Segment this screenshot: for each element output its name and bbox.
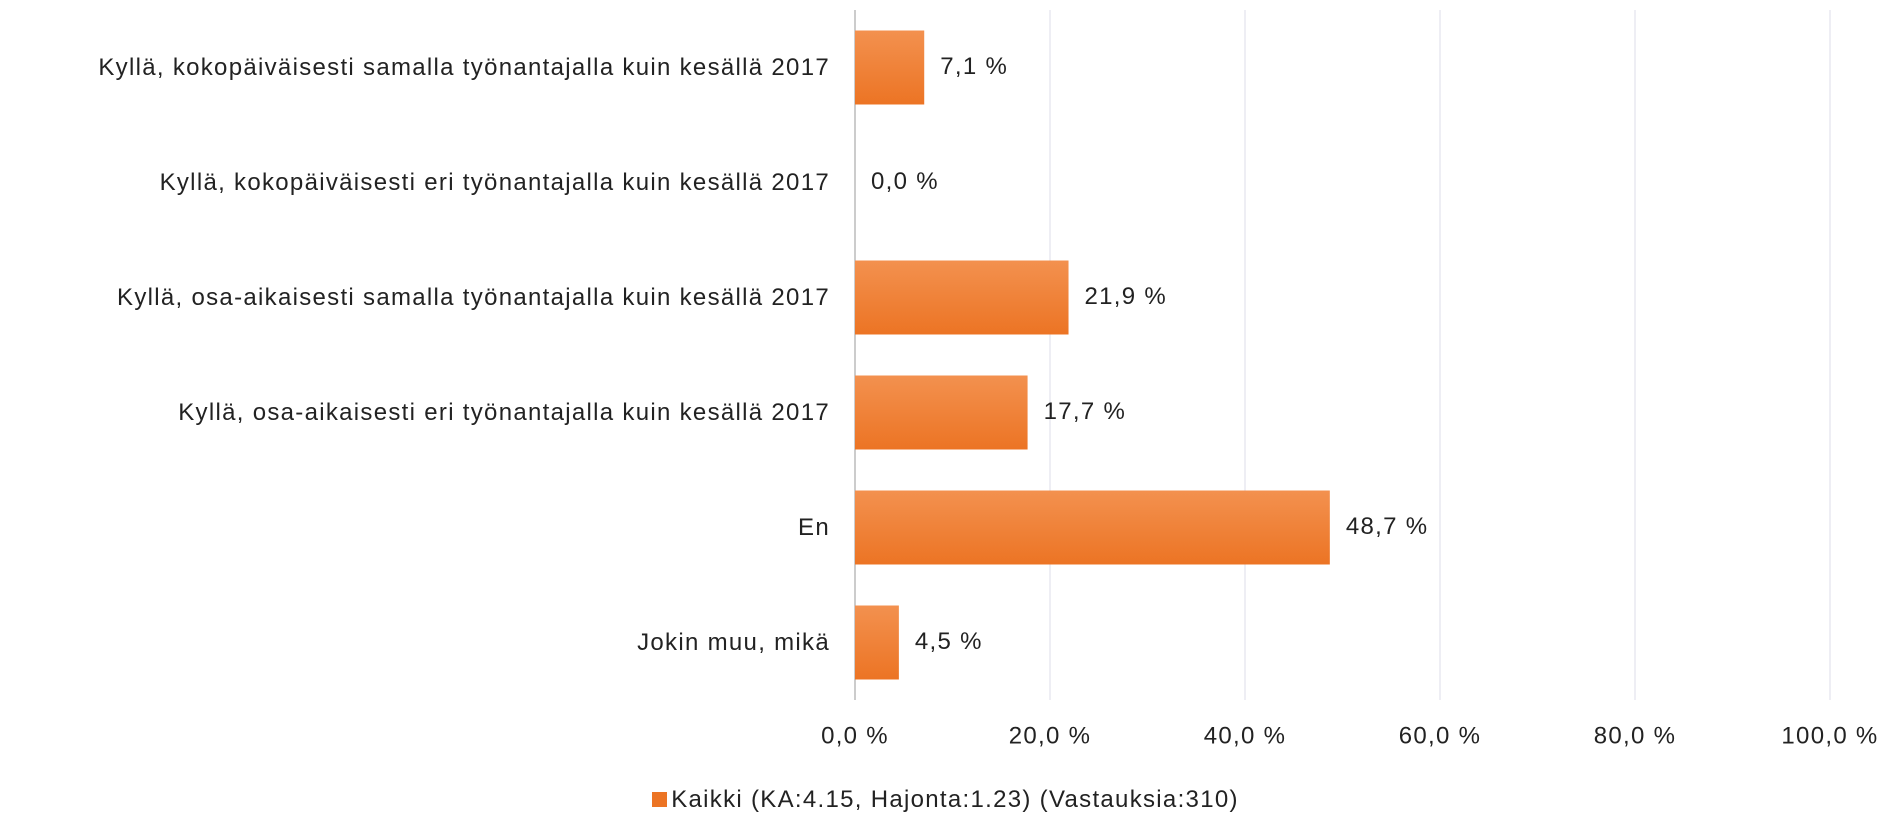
bar xyxy=(855,30,925,105)
category-label-box: Kyllä, osa-aikaisesti eri työnantajalla … xyxy=(0,368,830,458)
category-label-box: En xyxy=(0,483,830,573)
legend: Kaikki (KA:4.15, Hajonta:1.23) (Vastauks… xyxy=(0,786,1891,814)
value-label: 4,5 % xyxy=(915,628,983,655)
x-tick-label: 20,0 % xyxy=(1009,722,1092,749)
x-tick-label: 100,0 % xyxy=(1781,722,1878,749)
bar xyxy=(855,605,899,680)
y-tick-label: Jokin muu, mikä xyxy=(637,629,830,656)
x-tick-label: 40,0 % xyxy=(1204,722,1287,749)
value-label: 48,7 % xyxy=(1346,513,1429,540)
x-tick-label: 0,0 % xyxy=(821,722,889,749)
bar xyxy=(855,490,1330,565)
y-tick-label: Kyllä, osa-aikaisesti samalla työnantaja… xyxy=(117,284,830,311)
value-label: 0,0 % xyxy=(871,168,939,195)
category-label-box: Jokin muu, mikä xyxy=(0,598,830,688)
category-label-box: Kyllä, kokopäiväisesti samalla työnantaj… xyxy=(0,23,830,113)
bar xyxy=(855,260,1069,335)
y-tick-label: Kyllä, kokopäiväisesti eri työnantajalla… xyxy=(159,169,830,196)
y-tick-label: Kyllä, osa-aikaisesti eri työnantajalla … xyxy=(178,399,830,426)
y-tick-label: En xyxy=(798,514,830,541)
value-label: 17,7 % xyxy=(1044,398,1127,425)
legend-swatch xyxy=(652,792,668,807)
category-label-box: Kyllä, kokopäiväisesti eri työnantajalla… xyxy=(0,138,830,228)
category-label-box: Kyllä, osa-aikaisesti samalla työnantaja… xyxy=(0,253,830,343)
legend-label: Kaikki (KA:4.15, Hajonta:1.23) (Vastauks… xyxy=(671,786,1239,813)
x-tick-label: 80,0 % xyxy=(1594,722,1677,749)
x-tick-label: 60,0 % xyxy=(1399,722,1482,749)
y-tick-label: Kyllä, kokopäiväisesti samalla työnantaj… xyxy=(98,54,830,81)
value-label: 21,9 % xyxy=(1085,283,1168,310)
bar xyxy=(855,375,1028,450)
value-label: 7,1 % xyxy=(940,53,1008,80)
